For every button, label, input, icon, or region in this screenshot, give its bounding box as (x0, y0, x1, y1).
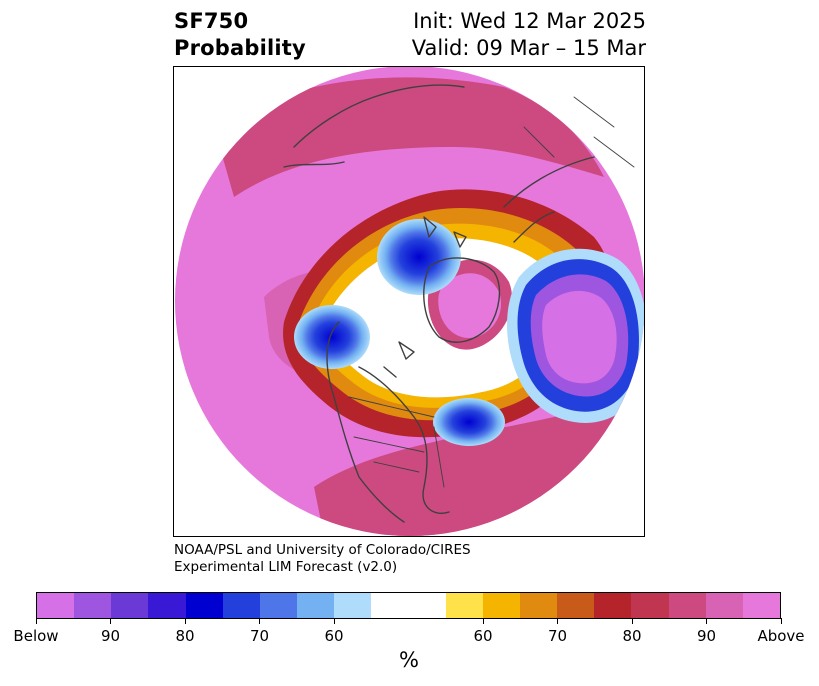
colorbar-tick (333, 618, 335, 624)
colorbar-segment-above (742, 593, 781, 618)
colorbar-segment-above (594, 593, 632, 618)
init-date: Init: Wed 12 Mar 2025 (413, 9, 646, 33)
coastline-islands (383, 216, 467, 378)
colorbar-tick (706, 618, 707, 624)
colorbar-tick (557, 618, 558, 624)
colorbar-segment-below (259, 593, 298, 618)
colorbar-segment-above (557, 593, 595, 618)
colorbar-segment-above (631, 593, 669, 618)
colorbar-tick-label: 60 (324, 627, 344, 645)
colorbar-tick (631, 618, 633, 624)
colorbar-segment-above (482, 593, 521, 618)
field-below-centre-north (377, 219, 461, 295)
title-block-left: SF750 Probability (174, 8, 306, 62)
coastline-europe-asia (283, 84, 595, 243)
colorbar-segment-below (37, 593, 75, 618)
colorbar-tick-label: Below (13, 627, 59, 645)
field-below-centre-west (294, 305, 370, 369)
colorbar-tick-label: 80 (175, 627, 195, 645)
colorbar-segment-below (185, 593, 223, 618)
valid-period: Valid: 09 Mar – 15 Mar (411, 36, 646, 60)
colorbar-segment-neutral (371, 593, 446, 618)
colorbar-segment-above (705, 593, 743, 618)
credits-line-1: NOAA/PSL and University of Colorado/CIRE… (174, 542, 471, 558)
colorbar-segment-below (111, 593, 149, 618)
colorbar-segment-below (334, 593, 372, 618)
colorbar-segment-above (445, 593, 483, 618)
colorbar-tick-label: 80 (622, 627, 642, 645)
coastline-greenland (423, 257, 501, 343)
product-title: Probability (174, 36, 306, 60)
credits-line-2: Experimental LIM Forecast (v2.0) (174, 559, 398, 575)
colorbar-tick (184, 618, 186, 624)
colorbar-unit-label: % (399, 648, 419, 672)
colorbar-tick (259, 618, 260, 624)
colorbar-segment-below (297, 593, 335, 618)
coastlines (283, 84, 635, 523)
colorbar-segment-below (148, 593, 186, 618)
colorbar-tick (780, 618, 782, 624)
map-panel (173, 66, 645, 537)
field-below-centre-southeast (433, 398, 505, 446)
colorbar-tick-label: 60 (473, 627, 493, 645)
colorbar (36, 592, 781, 619)
field-band-top (214, 77, 604, 197)
colorbar-tick-label: Above (757, 627, 805, 645)
title-block-right: Init: Wed 12 Mar 2025 Valid: 09 Mar – 15… (340, 8, 646, 62)
colorbar-segment-below (222, 593, 260, 618)
national-borders (348, 96, 635, 488)
colorbar-segment-above (668, 593, 706, 618)
polar-map (175, 67, 644, 536)
colorbar-tick (482, 618, 484, 624)
variable-title: SF750 (174, 9, 249, 33)
colorbar-tick-label: 90 (696, 627, 717, 645)
coastline-north-america (326, 321, 450, 523)
colorbar-tick (110, 618, 111, 624)
colorbar-tick-label: 90 (100, 627, 121, 645)
field-below-east-core (542, 290, 617, 384)
credits: NOAA/PSL and University of Colorado/CIRE… (174, 542, 471, 576)
colorbar-tick-label: 70 (249, 627, 270, 645)
colorbar-tick (35, 618, 37, 624)
field-above-core-east-inner (438, 273, 502, 338)
colorbar-segment-above (520, 593, 558, 618)
colorbar-tick-label: 70 (547, 627, 568, 645)
colorbar-segment-below (74, 593, 112, 618)
probability-field (175, 67, 644, 536)
